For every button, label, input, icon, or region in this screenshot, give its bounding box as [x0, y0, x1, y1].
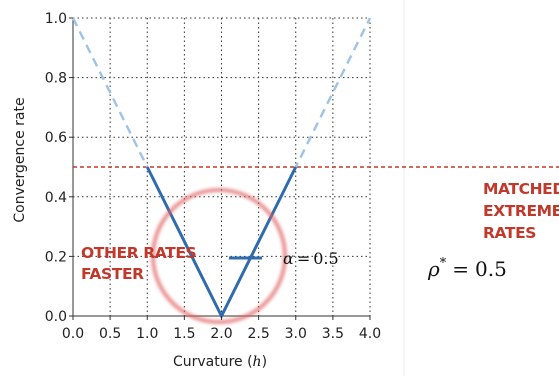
- rho-star-label: ρ* = 0.5: [427, 256, 507, 281]
- annotation-other-rates: OTHER RATES FASTER: [81, 244, 197, 283]
- y-tick-label: 0.6: [45, 130, 67, 146]
- y-tick-label: 0.2: [45, 249, 67, 265]
- highlight-circle-group: [151, 188, 287, 324]
- x-axis-label: Curvature (h): [173, 354, 267, 370]
- annotation-line: MATCHED: [483, 180, 559, 198]
- x-tick-label: 1.5: [173, 326, 195, 342]
- annotation-line: EXTREME: [483, 202, 559, 220]
- x-tick-label: 0.0: [62, 326, 84, 342]
- annotation-line: RATES: [483, 224, 536, 242]
- annotation-line: OTHER RATES: [81, 244, 197, 262]
- x-tick-label: 3.0: [285, 326, 307, 342]
- y-tick-label: 0.0: [45, 309, 67, 325]
- y-tick-label: 0.8: [45, 71, 67, 87]
- highlight-circle: [151, 188, 287, 324]
- x-tick-label: 0.5: [99, 326, 121, 342]
- x-tick-label: 1.0: [136, 326, 158, 342]
- x-tick-label: 2.5: [247, 326, 269, 342]
- x-tick-label: 2.0: [210, 326, 232, 342]
- y-axis-label: Convergence rate: [12, 97, 28, 222]
- annotation-matched-rates: MATCHED EXTREME RATES: [483, 180, 559, 242]
- legend: α = 0.5: [229, 249, 339, 268]
- x-tick-label: 4.0: [359, 326, 381, 342]
- x-tick-label: 3.5: [322, 326, 344, 342]
- legend-label: α = 0.5: [283, 249, 339, 268]
- annotation-line: FASTER: [81, 265, 144, 283]
- tick-labels: 0.0 0.5 1.0 1.5 2.0 2.5 3.0 3.5 4.0 0.0 0.2 0.4 0.6 0…: [45, 11, 381, 342]
- y-tick-label: 0.4: [45, 190, 67, 206]
- y-tick-label: 1.0: [45, 11, 67, 27]
